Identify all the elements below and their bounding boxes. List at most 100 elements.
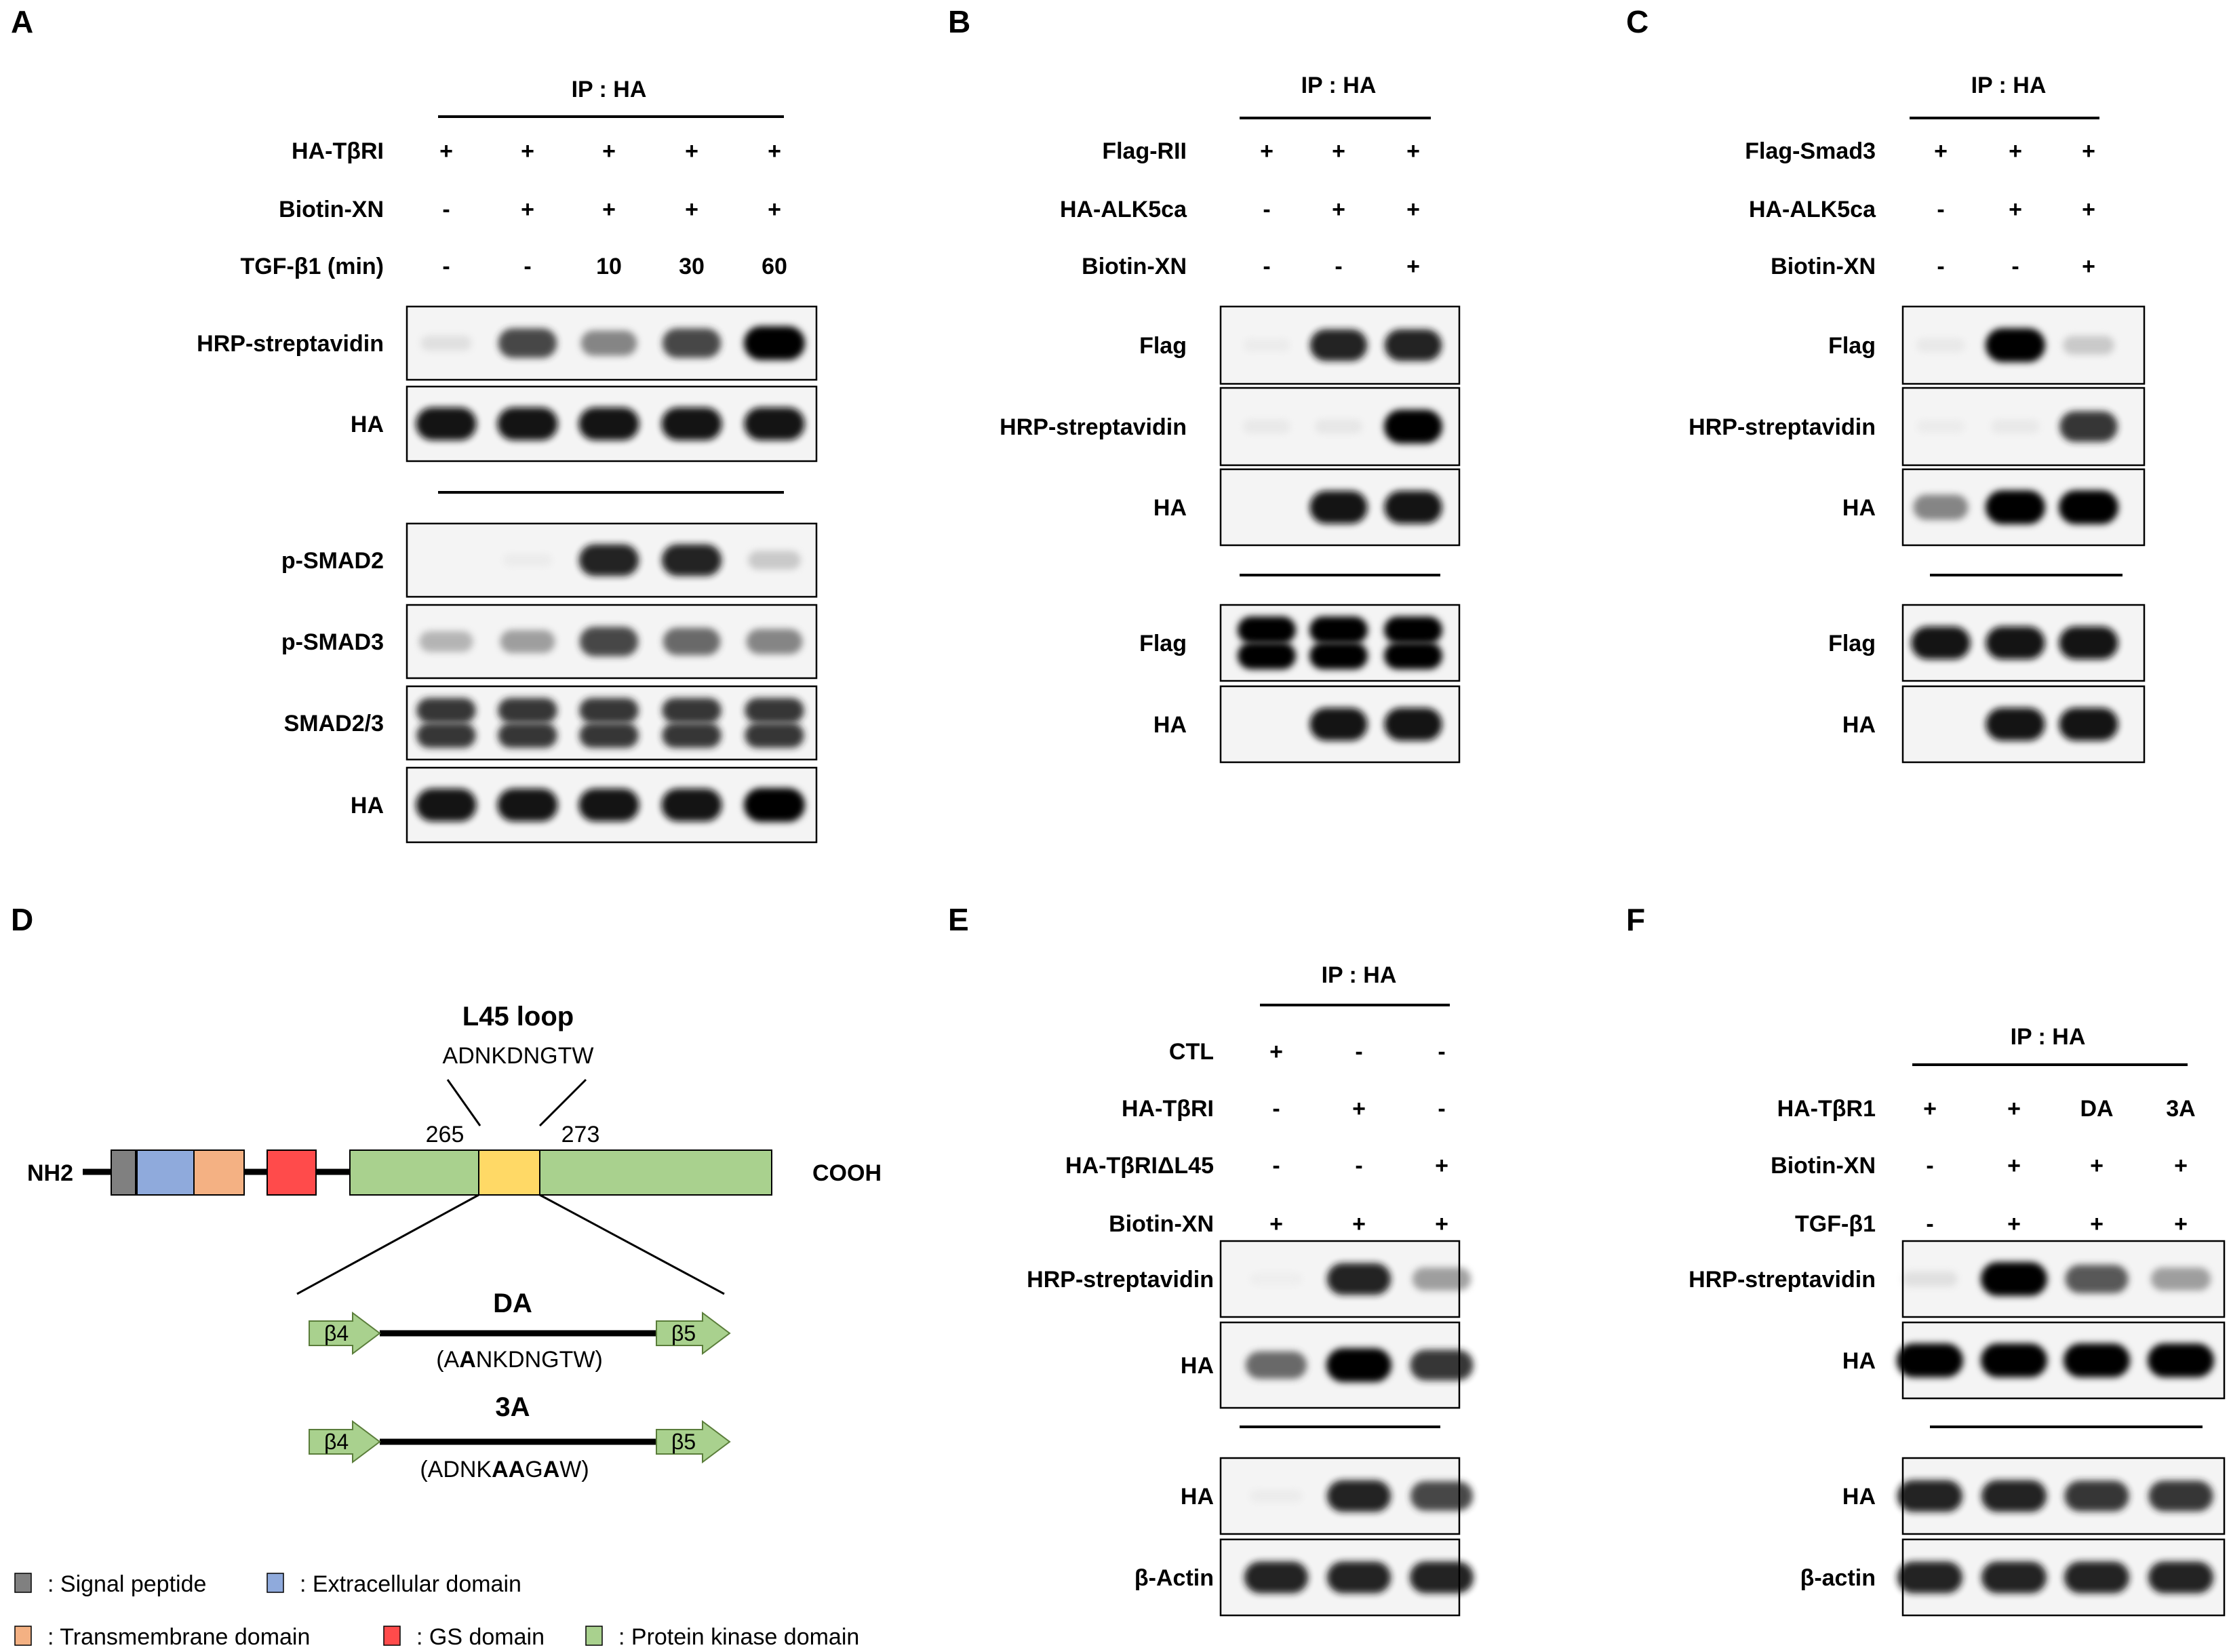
blot-border: [1901, 1538, 2226, 1617]
legend-label-signal: : Signal peptide: [47, 1571, 206, 1597]
blot-band: [1245, 1351, 1307, 1379]
condition-mark: 60: [762, 254, 787, 279]
blot-band: [579, 627, 639, 656]
blot-label: HA: [1842, 1348, 1876, 1374]
ip-label: IP : HA: [1322, 962, 1397, 988]
blot-band: [416, 788, 477, 822]
condition-mark: +: [1260, 138, 1274, 164]
blot-band: [661, 788, 722, 822]
blot-strip: [1219, 604, 1461, 682]
mutant-da-label: DA: [493, 1289, 532, 1318]
condition-mark: +: [1332, 197, 1345, 222]
blot-band: [502, 553, 553, 567]
blot-strip: [1219, 685, 1461, 764]
blot-border: [1901, 604, 2146, 682]
panel-d: D L45 loop ADNKDNGTW 265 273 NH2 COOH DA…: [11, 902, 882, 1650]
blot-border: [406, 385, 818, 463]
condition-label: HA-TβRI: [1122, 1096, 1214, 1122]
blot-band: [1384, 642, 1442, 670]
condition-label: CTL: [1169, 1039, 1214, 1065]
condition-mark: +: [2090, 1153, 2104, 1179]
condition-label: TGF-β1: [1795, 1211, 1876, 1237]
blot-border: [1901, 387, 2146, 467]
blot-band: [2148, 1343, 2214, 1377]
blot-band: [1238, 642, 1296, 670]
condition-mark: -: [1355, 1153, 1362, 1179]
blot-strip: [1219, 1538, 1474, 1617]
blot-strip: [406, 766, 818, 844]
blot-strip: [1901, 468, 2146, 547]
legend-swatch-transmembrane: [14, 1626, 32, 1646]
condition-mark: -: [1355, 1039, 1362, 1065]
beta4-label: β4: [324, 1321, 349, 1345]
blot-band: [1243, 338, 1290, 352]
blot-band: [1384, 490, 1442, 524]
western-blot-panels: A IP : HA HA-TβRI + + + + + Biotin-XN - + + + + TGF-β1…: [11, 4, 2226, 1617]
transmembrane-domain-box: [193, 1149, 245, 1196]
blot-band: [2059, 411, 2118, 442]
condition-mark: -: [1335, 254, 1342, 279]
blot-border: [1219, 1321, 1461, 1409]
blot-band: [1326, 1263, 1391, 1295]
blot-band: [745, 698, 804, 723]
condition-mark: +: [1352, 1211, 1366, 1237]
blot-band: [1309, 329, 1368, 361]
condition-mark: +: [1934, 138, 1948, 164]
legend-swatch-gs: [383, 1626, 401, 1646]
blot-strip: [406, 685, 818, 761]
blot-band: [500, 630, 555, 653]
blot-band: [2059, 490, 2118, 524]
blot-label: Flag: [1828, 631, 1876, 656]
blot-band: [661, 407, 722, 441]
mutant-3a-sequence: (ADNKAAGAW): [420, 1457, 589, 1482]
blot-band: [1314, 419, 1363, 434]
blot-strip: [1897, 1538, 2226, 1617]
condition-mark: +: [1406, 254, 1420, 279]
condition-mark: +: [1435, 1211, 1448, 1237]
blot-band: [662, 723, 722, 748]
condition-mark: +: [1269, 1211, 1283, 1237]
beta5-label: β5: [671, 1430, 696, 1454]
blot-band: [1309, 616, 1368, 644]
blot-border: [1219, 387, 1461, 467]
blot-band: [1986, 328, 2045, 362]
blot-label: HA: [351, 412, 384, 437]
blot-band: [745, 723, 804, 748]
mutant-da-sequence: (AANKDNGTW): [436, 1347, 603, 1373]
blot-band: [416, 698, 476, 723]
condition-mark: -: [1438, 1039, 1445, 1065]
blot-label: HA: [351, 793, 384, 819]
condition-label: Flag-RII: [1102, 138, 1187, 164]
blot-strip: [1901, 305, 2146, 385]
blot-band: [1916, 338, 1965, 353]
blot-border: [1901, 1457, 2226, 1535]
blot-label: HRP-streptavidin: [1027, 1267, 1214, 1293]
blot-strip: [1897, 1457, 2226, 1535]
blot-band: [498, 723, 557, 748]
condition-mark: -: [1926, 1211, 1933, 1237]
blot-band: [1897, 1561, 1963, 1594]
ip-label: IP : HA: [1971, 73, 2047, 98]
condition-label: Biotin-XN: [279, 197, 384, 222]
blot-band: [1309, 707, 1368, 741]
blot-band: [1250, 1272, 1303, 1286]
gs-domain-box: [266, 1149, 317, 1196]
blot-band: [416, 407, 477, 441]
condition-mark: -: [442, 197, 450, 222]
ip-label: IP : HA: [1301, 73, 1377, 98]
blot-label: p-SMAD2: [281, 548, 384, 574]
blot-strip: [406, 522, 818, 598]
loop-pointer-left: [446, 1079, 481, 1126]
blot-strip: [1219, 305, 1461, 385]
blot-border: [1901, 1240, 2226, 1318]
kinase-domain-box-right: [539, 1149, 772, 1196]
blot-label: HA: [1842, 1484, 1876, 1510]
beta5-strand-arrow: [656, 1420, 731, 1463]
condition-mark: +: [685, 197, 698, 222]
blot-band: [1981, 1561, 2047, 1594]
condition-mark: +: [2009, 138, 2022, 164]
blot-band: [1384, 410, 1442, 444]
c-terminus-label: COOH: [812, 1160, 882, 1186]
legend-label-extracellular: : Extracellular domain: [300, 1571, 521, 1597]
blot-strip: [1219, 468, 1461, 547]
